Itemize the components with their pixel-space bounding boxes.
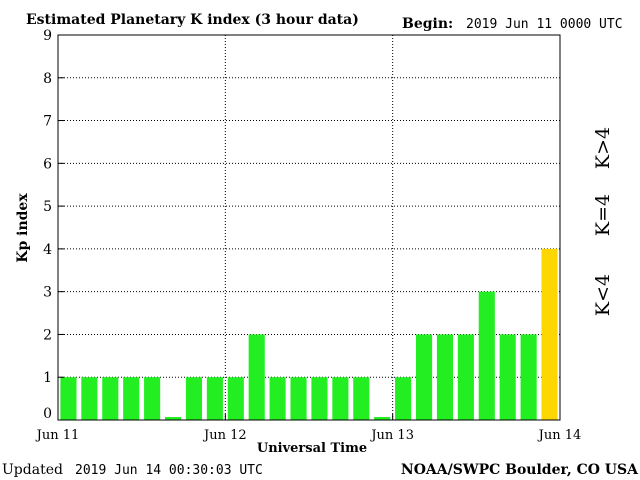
kp-bar [499,334,516,420]
legend-below: K<4 [592,274,614,316]
kp-bar [541,248,558,420]
kp-bar [123,377,140,420]
kp-bar [520,334,537,420]
y-tick-label: 8 [43,71,52,87]
y-tick-label: 6 [43,156,52,172]
kp-bar [311,377,328,420]
y-tick-label: 7 [43,114,52,130]
kp-bar [415,334,433,420]
kp-bar [60,377,77,420]
y-tick-label: 5 [43,199,52,215]
y-tick-label: 1 [43,370,52,386]
kp-bar [457,334,474,420]
kp-bar [374,417,391,420]
plot-frame [57,34,561,421]
kp-bar [81,377,98,420]
kp-bar [248,334,265,420]
kp-bar [478,291,495,420]
y-tick-label: 9 [43,28,52,44]
kp-bar [164,417,182,420]
kp-bar [395,377,412,420]
x-tick-label: Jun 14 [537,428,582,443]
grid-lines [58,35,560,420]
x-tick-label: Jun 12 [202,428,247,443]
bars-group [60,248,558,420]
legend-above: K>4 [592,127,614,169]
x-tick-label: Jun 13 [369,428,414,443]
y-tick-label: 0 [43,406,52,422]
x-tick-label: Jun 11 [35,428,80,443]
chart-title: Estimated Planetary K index (3 hour data… [26,12,359,28]
kp-bar [269,377,286,420]
updated-value: 2019 Jun 14 00:30:03 UTC [75,463,263,478]
source-credit: NOAA/SWPC Boulder, CO USA [401,462,639,478]
y-ticks: 0 1 2 3 4 5 6 7 8 9 [43,28,64,422]
updated-label: Updated [2,462,63,478]
kp-bar [353,377,370,420]
kp-bar [436,334,454,420]
kp-bar [227,377,244,420]
y-tick-label: 4 [43,242,52,258]
kp-bar [102,377,119,420]
kp-bar [206,377,223,420]
begin-label: Begin: [402,16,453,32]
kp-bar [144,377,161,420]
y-tick-label: 2 [43,327,52,343]
legend-equal: K=4 [592,194,614,236]
kp-bar [290,377,307,420]
y-tick-label: 3 [43,285,52,301]
begin-value: 2019 Jun 11 0000 UTC [466,17,623,32]
y-axis-label: Kp index [15,193,31,263]
kp-bar [185,377,203,420]
kp-bar [332,377,349,420]
x-ticks: Jun 11 Jun 12 Jun 13 Jun 14 [35,414,582,443]
x-axis-label: Universal Time [257,441,367,456]
